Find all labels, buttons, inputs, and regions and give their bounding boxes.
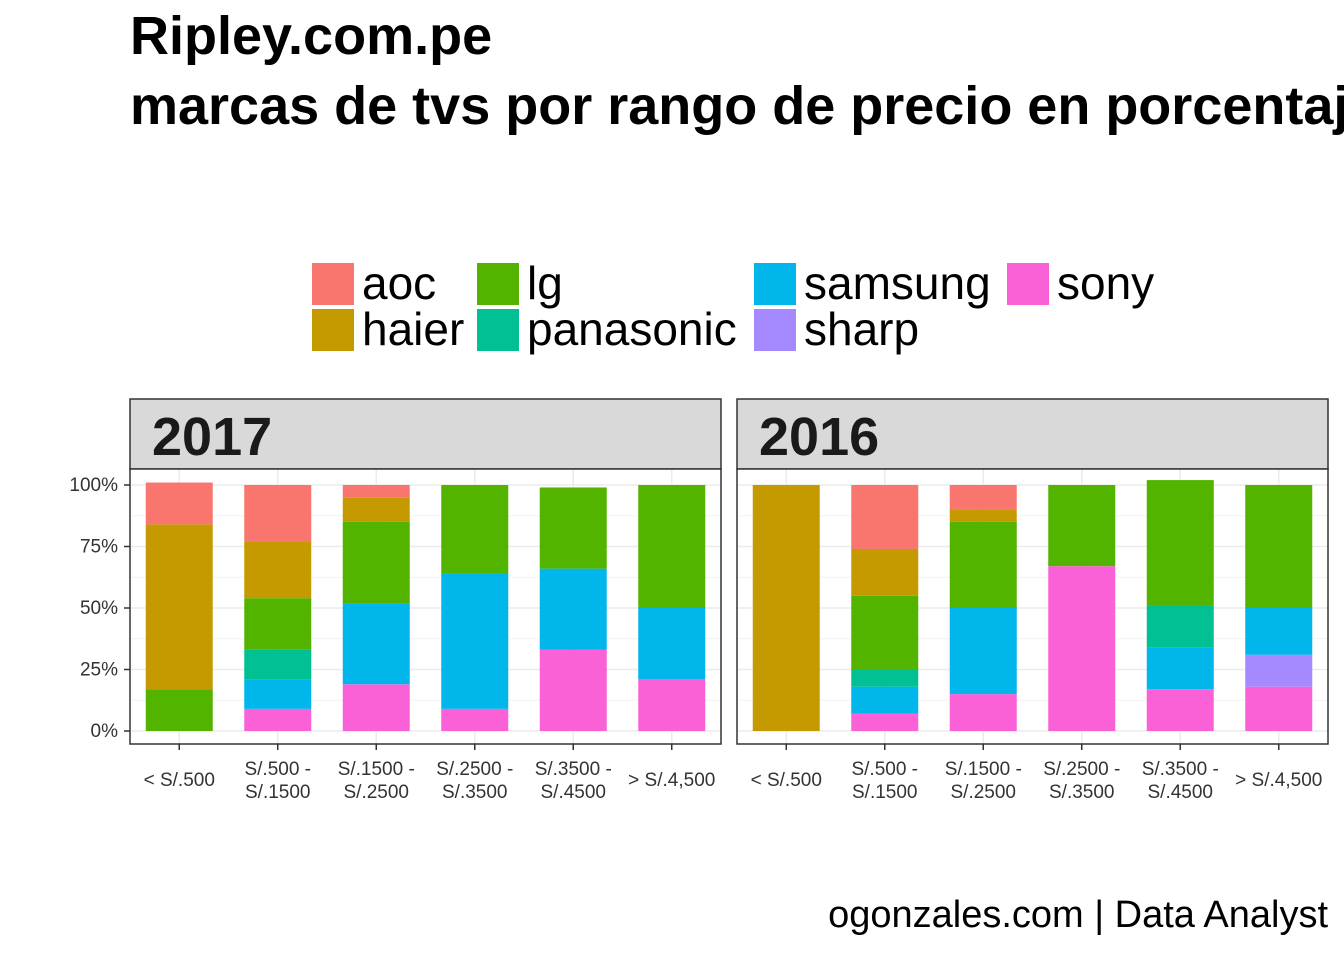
x-tick-label-line: S/.3500 (442, 782, 508, 803)
x-tick-label-line: S/.2500 - (436, 759, 513, 780)
x-tick-label-line: S/.2500 - (1043, 759, 1120, 780)
bar-sony-6 (638, 679, 706, 731)
x-tick-label: S/.3500 -S/.4500 (1142, 759, 1219, 803)
x-tick-label-line: S/.3500 - (535, 759, 612, 780)
x-tick-label-line: S/.3500 - (1142, 759, 1219, 780)
x-tick-label: S/.3500 -S/.4500 (535, 759, 612, 803)
bar-samsung-2 (851, 686, 919, 714)
bar-sony-4 (1048, 566, 1116, 731)
facet-strip-label: 2017 (152, 407, 272, 467)
bar-haier-2 (244, 541, 312, 599)
bar-sony-2 (851, 713, 919, 731)
y-tick-label: 75% (80, 537, 118, 558)
panel-border (736, 468, 1329, 745)
bar-lg-6 (1245, 485, 1313, 608)
bar-sharp-6 (1245, 654, 1313, 687)
x-tick-label: S/.2500 -S/.3500 (1043, 759, 1120, 803)
x-tick-label: > S/.4,500 (628, 770, 715, 791)
bar-samsung-5 (539, 568, 607, 650)
bar-samsung-3 (949, 608, 1017, 695)
plot-background (737, 469, 1328, 744)
bar-samsung-4 (441, 573, 509, 709)
x-tick-label-line: S/.4500 (1148, 782, 1214, 803)
bar-sony-4 (441, 708, 509, 731)
bar-haier-2 (851, 548, 919, 596)
x-tick-label: < S/.500 (144, 770, 215, 791)
bar-samsung-6 (1245, 608, 1313, 655)
bar-aoc-3 (949, 485, 1017, 510)
x-tick-label-line: > S/.4,500 (628, 770, 715, 791)
bar-lg-6 (638, 485, 706, 608)
facet-strip (129, 398, 722, 470)
bar-samsung-3 (342, 603, 410, 685)
x-tick-label-line: S/.2500 (951, 782, 1017, 803)
x-tick-label-line: S/.1500 - (338, 759, 415, 780)
x-tick-label: S/.500 -S/.1500 (851, 759, 918, 803)
x-tick-label-line: < S/.500 (144, 770, 215, 791)
bar-haier-1 (752, 485, 820, 731)
bar-samsung-5 (1146, 647, 1214, 690)
bar-lg-4 (441, 485, 509, 574)
bar-panasonic-2 (244, 649, 312, 680)
bar-lg-3 (342, 521, 410, 604)
bar-sony-3 (342, 684, 410, 731)
x-tick-label: < S/.500 (751, 770, 822, 791)
bar-aoc-2 (244, 485, 312, 542)
x-tick-label-line: S/.1500 (852, 782, 918, 803)
bar-panasonic-2 (851, 669, 919, 687)
bar-haier-3 (949, 509, 1017, 522)
y-tick-label: 50% (80, 598, 118, 619)
bar-samsung-6 (638, 608, 706, 680)
x-tick-label: S/.500 -S/.1500 (244, 759, 311, 803)
bar-sony-5 (539, 649, 607, 731)
y-tick-label: 25% (80, 660, 118, 681)
bar-sony-3 (949, 694, 1017, 731)
x-tick-label-line: S/.4500 (541, 782, 607, 803)
x-tick-label: S/.1500 -S/.2500 (945, 759, 1022, 803)
bar-aoc-1 (145, 482, 213, 525)
x-tick-label-line: > S/.4,500 (1235, 770, 1322, 791)
facet-strip-label: 2016 (759, 407, 879, 467)
bar-haier-3 (342, 497, 410, 522)
bar-panasonic-5 (1146, 605, 1214, 648)
x-tick-label-line: S/.500 - (244, 759, 311, 780)
bar-aoc-3 (342, 485, 410, 498)
x-tick-label-line: S/.500 - (851, 759, 918, 780)
chart-title-line-1: Ripley.com.pe (130, 6, 493, 66)
x-tick-label-line: < S/.500 (751, 770, 822, 791)
bar-sony-2 (244, 708, 312, 731)
bar-haier-1 (145, 524, 213, 690)
x-tick-label: > S/.4,500 (1235, 770, 1322, 791)
facet-strip (736, 398, 1329, 470)
panel-border (129, 468, 722, 745)
caption: ogonzales.com | Data Analyst (828, 894, 1328, 936)
x-tick-label-line: S/.2500 (344, 782, 410, 803)
x-tick-label: S/.2500 -S/.3500 (436, 759, 513, 803)
bar-lg-5 (539, 487, 607, 569)
bar-sony-5 (1146, 689, 1214, 731)
bar-samsung-2 (244, 679, 312, 709)
plot-background (130, 469, 721, 744)
bar-lg-4 (1048, 485, 1116, 567)
y-tick-label: 0% (91, 721, 119, 742)
bar-lg-2 (851, 595, 919, 670)
x-tick-label-line: S/.1500 - (945, 759, 1022, 780)
bar-lg-5 (1146, 480, 1214, 606)
bar-aoc-2 (851, 485, 919, 549)
y-tick-label: 100% (69, 475, 118, 496)
x-tick-label-line: S/.1500 (245, 782, 311, 803)
chart-title-line-2: marcas de tvs por rango de precio en por… (130, 76, 1344, 136)
x-tick-label-line: S/.3500 (1049, 782, 1115, 803)
bar-sony-6 (1245, 686, 1313, 731)
x-tick-label: S/.1500 -S/.2500 (338, 759, 415, 803)
bar-lg-2 (244, 598, 312, 650)
bar-lg-3 (949, 521, 1017, 608)
bar-lg-1 (145, 689, 213, 731)
